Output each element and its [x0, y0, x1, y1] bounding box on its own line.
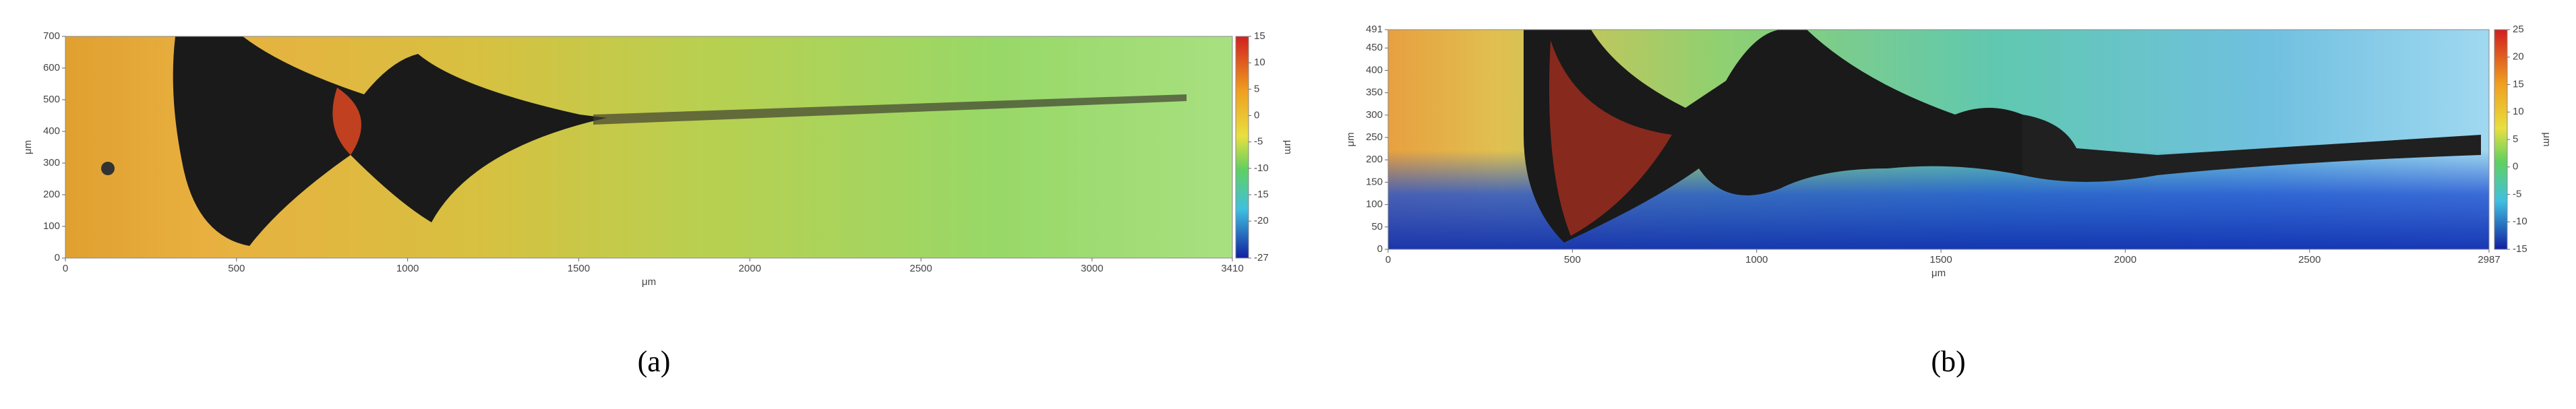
colorbar-tick-label: -15 [2513, 243, 2527, 255]
panel-b-image [1388, 30, 2489, 249]
y-tick-label: 600 [43, 62, 60, 73]
y-axis-label: μm [22, 140, 34, 154]
colorbar-tick-label: 5 [2513, 133, 2518, 145]
x-tick-label: 2500 [2298, 254, 2320, 265]
y-tick-label: 491 [1366, 24, 1383, 35]
x-tick-label: 1500 [568, 263, 590, 274]
y-tick-label: 250 [1366, 131, 1383, 143]
x-axis-label: μm [642, 276, 656, 288]
y-tick-label: 0 [55, 252, 60, 263]
x-tick-label: 1000 [396, 263, 419, 274]
x-tick-label: 2000 [2114, 254, 2136, 265]
colorbar-tick-label: 10 [2513, 106, 2524, 117]
y-tick-label: 350 [1366, 87, 1383, 98]
y-axis-label: μm [1345, 132, 1356, 146]
colorbar-tick-label: 5 [1254, 83, 1259, 94]
colorbar-tick-label: 0 [1254, 109, 1259, 121]
y-tick-label: 50 [1371, 221, 1383, 232]
colorbar-tick-label: 0 [2513, 161, 2518, 172]
caption: (b) [1931, 345, 1965, 378]
x-tick-label: 2500 [909, 263, 932, 274]
panel-a-image [65, 36, 1232, 258]
x-tick-label: 1500 [1929, 254, 1952, 265]
x-tick-label: 3410 [1221, 263, 1243, 274]
colorbar [1235, 36, 1249, 259]
colorbar [2494, 29, 2508, 250]
plot-frame [65, 36, 1233, 259]
colorbar-tick-label: 25 [2513, 24, 2524, 35]
x-tick-label: 500 [1564, 254, 1581, 265]
colorbar-tick-label: 15 [2513, 78, 2524, 90]
plot-frame [1387, 29, 2490, 250]
x-tick-label: 1000 [1745, 254, 1768, 265]
y-tick-label: 100 [43, 220, 60, 232]
colorbar-tick-label: -5 [2513, 188, 2521, 199]
colorbar-tick-label: -20 [1254, 215, 1269, 226]
x-axis-label: μm [1931, 268, 1946, 279]
y-tick-label: 450 [1366, 42, 1383, 53]
colorbar-label: μm [1282, 140, 1294, 154]
x-tick-label: 500 [228, 263, 245, 274]
colorbar-tick-label: 15 [1254, 30, 1265, 42]
y-tick-label: 150 [1366, 176, 1383, 187]
colorbar-tick-label: 10 [1254, 57, 1265, 68]
colorbar-tick-label: -10 [1254, 162, 1269, 174]
x-tick-label: 2987 [2478, 254, 2500, 265]
y-tick-label: 400 [1366, 64, 1383, 75]
x-tick-label: 3000 [1081, 263, 1103, 274]
x-tick-label: 0 [63, 263, 68, 274]
x-tick-label: 0 [1385, 254, 1391, 265]
y-tick-label: 300 [43, 157, 60, 168]
y-tick-label: 700 [43, 30, 60, 42]
colorbar-tick-label: -27 [1254, 252, 1269, 263]
x-tick-label: 2000 [739, 263, 761, 274]
colorbar-tick-label: -10 [2513, 216, 2527, 227]
y-tick-label: 100 [1366, 199, 1383, 210]
colorbar-tick-label: -15 [1254, 189, 1269, 200]
colorbar-label: μm [2541, 132, 2552, 146]
y-tick-label: 200 [1366, 154, 1383, 165]
caption: (a) [638, 345, 671, 378]
y-tick-label: 300 [1366, 109, 1383, 121]
y-tick-label: 500 [43, 94, 60, 105]
y-tick-label: 0 [1377, 243, 1383, 255]
y-tick-label: 200 [43, 189, 60, 200]
y-tick-label: 400 [43, 125, 60, 137]
colorbar-tick-label: -5 [1254, 136, 1263, 148]
colorbar-tick-label: 20 [2513, 51, 2524, 63]
